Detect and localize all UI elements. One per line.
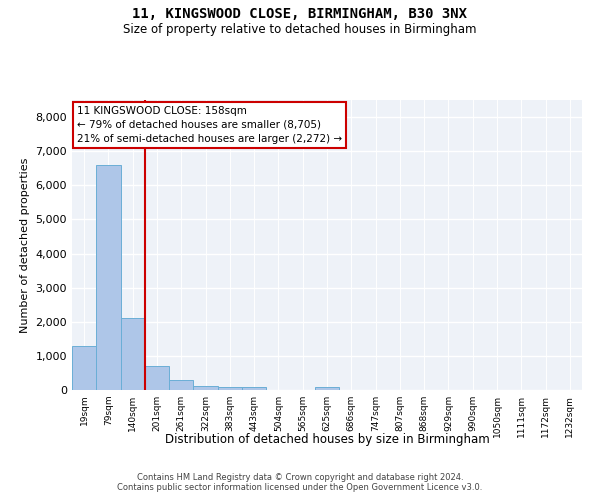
Text: Contains public sector information licensed under the Open Government Licence v3: Contains public sector information licen…	[118, 484, 482, 492]
Text: Distribution of detached houses by size in Birmingham: Distribution of detached houses by size …	[164, 432, 490, 446]
Bar	[315, 387, 339, 390]
Text: Size of property relative to detached houses in Birmingham: Size of property relative to detached ho…	[123, 22, 477, 36]
Text: 11 KINGSWOOD CLOSE: 158sqm
← 79% of detached houses are smaller (8,705)
21% of s: 11 KINGSWOOD CLOSE: 158sqm ← 79% of deta…	[77, 106, 342, 144]
Text: 11, KINGSWOOD CLOSE, BIRMINGHAM, B30 3NX: 11, KINGSWOOD CLOSE, BIRMINGHAM, B30 3NX	[133, 8, 467, 22]
Bar	[96, 165, 121, 390]
Bar	[242, 388, 266, 390]
Text: Contains HM Land Registry data © Crown copyright and database right 2024.: Contains HM Land Registry data © Crown c…	[137, 472, 463, 482]
Bar	[169, 380, 193, 390]
Bar	[72, 346, 96, 390]
Bar	[145, 366, 169, 390]
Bar	[121, 318, 145, 390]
Bar	[218, 388, 242, 390]
Y-axis label: Number of detached properties: Number of detached properties	[20, 158, 30, 332]
Bar	[193, 386, 218, 390]
